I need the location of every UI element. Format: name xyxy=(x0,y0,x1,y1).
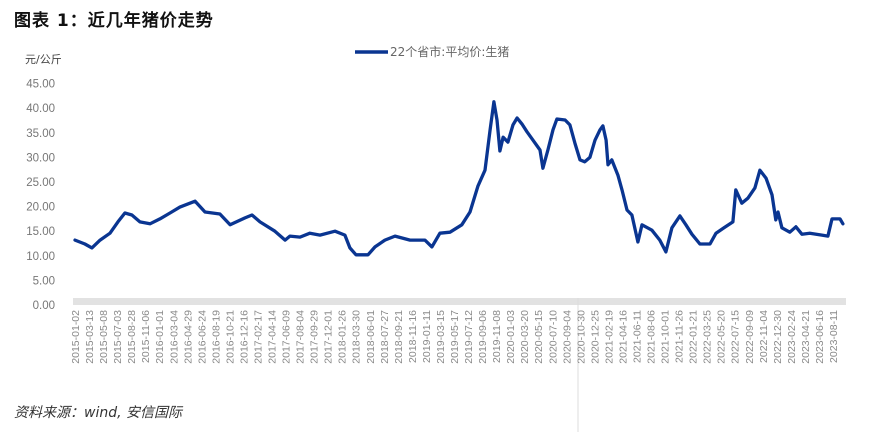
x-tick-label: 2019-01-11 xyxy=(421,310,433,363)
x-tick-label: 2020-07-10 xyxy=(547,310,559,364)
x-tick-label: 2022-07-15 xyxy=(730,310,742,364)
x-tick-label: 2020-10-30 xyxy=(575,310,587,364)
x-tick-label: 2019-07-12 xyxy=(463,310,475,364)
x-axis: 2015-01-02 2015-03-13 2015-05-08 2015-07-03… xyxy=(70,310,840,364)
y-tick-label: 35.00 xyxy=(26,128,55,140)
legend-label: 22个省市:平均价:生猪 xyxy=(390,44,509,59)
x-tick-label: 2016-01-01 xyxy=(154,310,166,364)
y-axis-unit-label: 元/公斤 xyxy=(25,53,62,66)
y-axis: 0.00 5.00 10.00 15.00 20.00 25.00 30.00 35.00 40… xyxy=(26,79,55,312)
x-tick-label: 2016-03-04 xyxy=(168,310,180,364)
legend: 22个省市:平均价:生猪 xyxy=(355,44,509,59)
x-tick-label: 2017-04-14 xyxy=(267,310,279,364)
x-tick-label: 2017-06-09 xyxy=(281,310,293,364)
y-tick-label: 25.00 xyxy=(26,177,55,189)
x-tick-label: 2016-08-19 xyxy=(210,310,222,364)
x-tick-label: 2016-10-21 xyxy=(224,310,236,364)
x-tick-label: 2023-04-21 xyxy=(800,310,812,364)
y-tick-label: 20.00 xyxy=(26,202,55,214)
x-tick-label: 2019-03-15 xyxy=(435,310,447,364)
x-tick-label: 2022-09-09 xyxy=(744,310,756,364)
x-tick-label: 2020-05-15 xyxy=(533,310,545,364)
y-tick-label: 5.00 xyxy=(33,275,55,287)
x-tick-label: 2023-06-16 xyxy=(814,310,826,364)
x-tick-label: 2021-08-06 xyxy=(646,310,658,364)
x-tick-label: 2022-01-21 xyxy=(688,310,700,364)
x-tick-label: 2023-02-24 xyxy=(786,310,798,364)
x-tick-label: 2021-11-26 xyxy=(674,310,686,363)
x-tick-label: 2017-08-04 xyxy=(295,310,307,364)
x-tick-label: 2016-06-24 xyxy=(196,310,208,364)
x-tick-label: 2021-10-01 xyxy=(660,310,672,364)
x-tick-label: 2021-04-16 xyxy=(617,310,629,364)
x-tick-label: 2020-12-25 xyxy=(589,310,601,364)
x-tick-label: 2015-03-13 xyxy=(84,310,96,364)
x-tick-label: 2020-01-03 xyxy=(505,310,517,364)
y-tick-label: 0.00 xyxy=(33,300,55,312)
x-tick-label: 2017-09-29 xyxy=(309,310,321,364)
x-tick-label: 2015-01-02 xyxy=(70,310,82,364)
x-tick-label: 2019-05-17 xyxy=(449,310,461,364)
source-note: 资料来源：wind, 安信国际 xyxy=(14,405,182,421)
x-tick-label: 2018-01-26 xyxy=(337,310,349,364)
x-tick-label: 2021-02-19 xyxy=(603,310,615,364)
series-line-hog-price xyxy=(73,100,845,257)
x-tick-label: 2017-02-17 xyxy=(252,310,264,364)
x-tick-label: 2021-06-11 xyxy=(631,310,643,363)
x-tick-label: 2019-11-08 xyxy=(491,310,503,363)
x-tick-label: 2018-09-21 xyxy=(393,310,405,364)
x-tick-label: 2022-03-25 xyxy=(702,310,714,364)
x-tick-label: 2020-09-04 xyxy=(561,310,573,364)
y-tick-label: 45.00 xyxy=(26,79,55,91)
x-tick-label: 2018-06-01 xyxy=(365,310,377,364)
y-tick-label: 40.00 xyxy=(26,103,55,115)
x-tick-label: 2015-11-06 xyxy=(140,310,152,363)
x-tick-label: 2020-03-20 xyxy=(519,310,531,364)
y-tick-label: 30.00 xyxy=(26,152,55,164)
x-tick-label: 2022-11-04 xyxy=(758,310,770,363)
x-tick-label: 2015-07-03 xyxy=(112,310,124,364)
x-tick-label: 2022-12-30 xyxy=(772,310,784,364)
x-tick-label: 2019-09-06 xyxy=(477,310,489,364)
x-tick-label: 2016-12-16 xyxy=(238,310,250,364)
x-tick-label: 2016-04-29 xyxy=(182,310,194,364)
x-tick-label: 2015-08-28 xyxy=(126,310,138,364)
x-tick-label: 2023-08-11 xyxy=(828,310,840,363)
x-tick-label: 2015-05-08 xyxy=(98,310,110,364)
x-tick-label: 2022-05-20 xyxy=(716,310,728,364)
y-tick-label: 15.00 xyxy=(26,226,55,238)
x-axis-tick-band xyxy=(73,298,846,305)
x-tick-label: 2018-03-30 xyxy=(351,310,363,364)
figure-title: 图表 1：近几年猪价走势 xyxy=(14,11,214,31)
y-tick-label: 10.00 xyxy=(26,251,55,263)
x-tick-label: 2017-12-01 xyxy=(323,310,335,364)
x-tick-label: 2018-07-27 xyxy=(379,310,391,364)
x-tick-label: 2018-11-16 xyxy=(407,310,419,363)
